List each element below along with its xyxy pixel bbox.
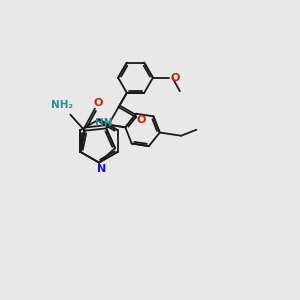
Text: HN: HN: [95, 118, 112, 128]
Text: O: O: [93, 98, 103, 108]
Text: NH₂: NH₂: [51, 100, 73, 110]
Text: O: O: [137, 115, 146, 125]
Text: O: O: [171, 73, 180, 83]
Text: N: N: [97, 164, 106, 174]
